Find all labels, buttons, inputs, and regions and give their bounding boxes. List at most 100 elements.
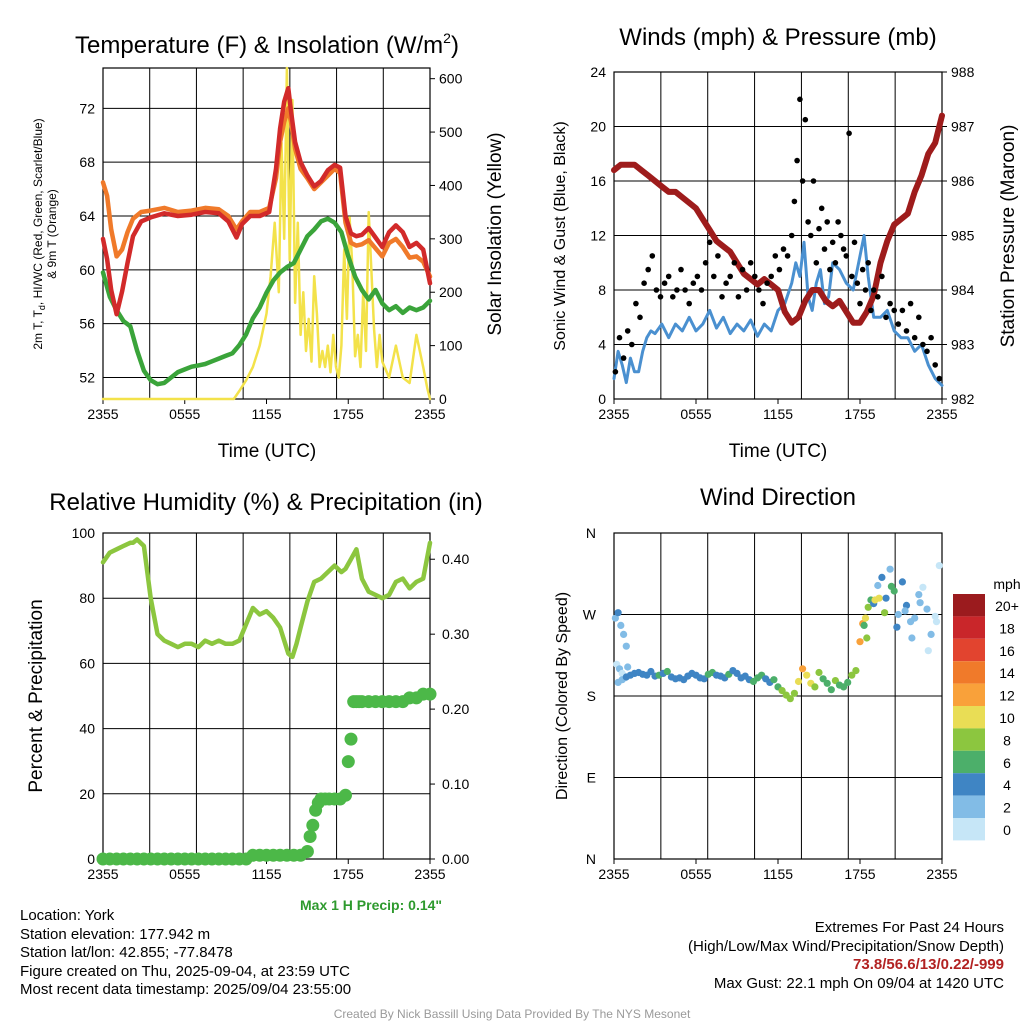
colorbar-swatch [953,750,985,774]
temp-ytick-label: 68 [79,154,95,170]
colorbar-label: 12 [999,688,1015,704]
station-info: Location: York Station elevation: 177.94… [20,907,351,1000]
gust-point [920,341,926,348]
gust-point [916,314,922,321]
temp-ylabel-a: 2m T, T [31,309,45,349]
temp-y2tick-label: 0 [439,391,447,407]
dir-ylabel: Direction (Colored By Speed) [554,592,571,800]
gust-point [846,130,852,137]
direction-point [614,609,622,617]
gust-point [665,273,672,280]
extremes-legend: (High/Low/Max Wind/Precipitation/Snow De… [688,937,1004,955]
dir-ytick-label: N [586,851,596,867]
gust-point [808,232,814,239]
extremes-title: Extremes For Past 24 Hours [814,919,1004,936]
gust-point [764,280,770,287]
gust-point [743,287,750,293]
gust-point [911,334,918,341]
direction-point [915,591,923,599]
direction-point [901,607,909,615]
wind-y2label: Station Pressure (Maroon) [998,125,1019,348]
colorbar-label: 18 [999,620,1015,636]
gust-point [670,294,676,300]
gust-point [907,300,914,307]
gust-point [816,225,822,232]
dir-ytick-label: N [586,525,596,541]
direction-point [927,630,935,639]
direction-point [848,671,856,679]
gust-point [824,219,830,225]
gust-point [731,260,738,266]
timestamp-line: Most recent data timestamp: 2025/09/04 2… [20,981,352,998]
direction-point [770,676,778,684]
rh-y2tick-label: 0.30 [442,626,469,642]
gust-point [797,96,803,103]
wind-xtick-label: 2355 [926,406,957,422]
gust-point [633,300,639,307]
direction-point [803,671,811,679]
wind-xtick-label: 1155 [763,406,793,422]
gust-point [657,294,664,300]
wind-y2tick-label: 983 [951,337,975,353]
dir-title: Wind Direction [700,484,856,511]
temp-ylabel-b: , HI/WC (Red, Green, Scarlet/Blue) [31,118,45,305]
temp-title-sup: 2 [443,30,451,46]
colorbar-label: 6 [1003,755,1011,771]
gust-point [739,266,746,273]
gust-point [887,300,893,307]
rh-xtick-label: 0555 [169,866,200,882]
gust-point [891,307,897,314]
gust-point [694,273,701,280]
colorbar-label: 16 [999,643,1015,659]
gust-point [849,273,855,280]
dir-ytick-label: S [587,688,596,704]
gust-point [875,294,881,300]
direction-point [898,578,907,586]
gust-point [682,287,688,293]
direction-point [860,621,868,630]
gust-point [832,260,839,266]
direction-point [663,667,671,676]
gust-point [859,266,866,273]
wind-xtick-label: 1755 [844,406,875,422]
direction-point [624,663,632,671]
colorbar-label: 10 [999,710,1015,726]
colorbar-swatch [953,818,985,841]
gust-point [843,253,850,259]
colorbar-swatch [953,683,985,706]
gust-point [854,280,861,287]
temp-y2tick-label: 100 [439,338,463,354]
gust-point [868,307,874,314]
colorbar-label: 8 [1003,732,1011,748]
colorbar-swatch [953,594,985,617]
gust-point [702,260,709,266]
gust-point [686,300,692,307]
temp-xtick-label: 1155 [251,406,281,422]
wind-xlabel: Time (UTC) [729,441,828,462]
temp-ytick-label: 72 [79,100,95,116]
gust-point [629,341,635,348]
rh-ytick-label: 0 [87,851,95,867]
direction-point [799,665,807,673]
rh-ytick-label: 20 [79,786,95,802]
pressure-line [611,112,945,326]
gust-point [711,273,717,280]
colorbar-swatch [953,773,985,796]
wind-y2tick-label: 987 [951,119,975,135]
elevation-line: Station elevation: 177.942 m [20,925,211,943]
gust-point [772,253,779,259]
wind-ytick-label: 4 [598,337,606,353]
gust-point [780,246,787,252]
dir-xtick-label: 2355 [598,866,629,882]
direction-point [887,582,896,591]
colorbar-swatch [953,661,985,684]
direction-point [647,667,655,676]
gust-point [641,280,647,287]
wind-y2tick-label: 986 [951,173,975,189]
wind-xtick-label: 0555 [680,406,711,422]
gust-point [760,300,766,307]
temp-title-main: Temperature (F) & Insolation (W/m [75,32,443,59]
direction-point [886,565,894,573]
location-line: Location: York [20,907,115,924]
